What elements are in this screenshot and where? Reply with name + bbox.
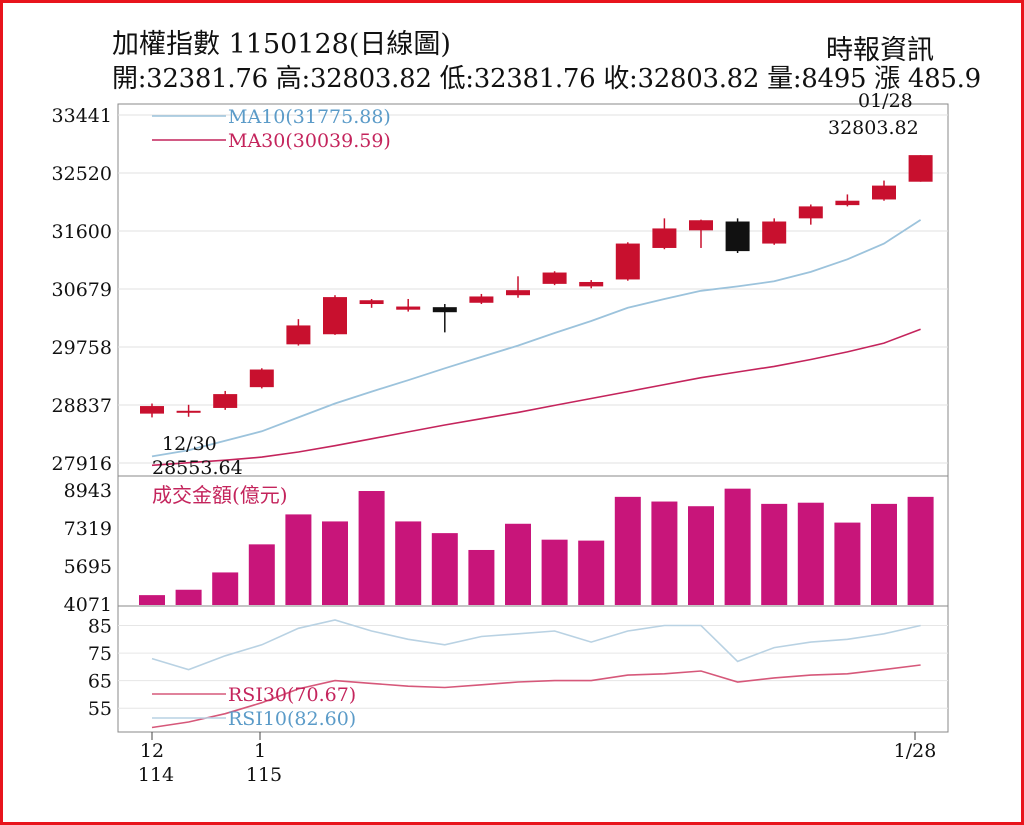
high-date-annotation: 01/28 xyxy=(858,90,913,112)
candle-body xyxy=(176,410,201,413)
volume-bar xyxy=(431,533,458,605)
volume-bar xyxy=(358,491,385,605)
price-tick-label: 30679 xyxy=(52,279,112,301)
candle-body xyxy=(762,221,787,244)
candle-body xyxy=(432,307,457,313)
volume-bar xyxy=(724,488,751,605)
volume-tick-label: 7319 xyxy=(64,518,112,540)
candle-body xyxy=(359,300,384,305)
candle-body xyxy=(323,297,347,335)
candle-body xyxy=(579,281,604,287)
volume-bar xyxy=(578,540,605,605)
candle-body xyxy=(835,200,860,206)
price-pane-border xyxy=(117,103,949,477)
candle-body xyxy=(506,290,530,296)
ma30-legend-label: MA30(30039.59) xyxy=(228,130,391,152)
candle-body xyxy=(286,325,311,345)
rsi-tick-label: 75 xyxy=(88,643,112,665)
candle-body xyxy=(542,272,567,284)
rsi-pane-border xyxy=(117,605,949,733)
x-tick-month-label: 1/28 xyxy=(894,740,937,762)
rsi-tick-label: 85 xyxy=(88,616,112,638)
candle-body xyxy=(140,406,164,414)
volume-bar xyxy=(395,521,422,605)
candle-body xyxy=(725,221,750,252)
high-value-annotation: 32803.82 xyxy=(828,117,919,139)
ma10-line xyxy=(151,219,922,458)
price-tick-label: 33441 xyxy=(52,105,112,127)
rsi30-legend-label: RSI30(70.67) xyxy=(228,684,356,706)
volume-bar xyxy=(248,544,275,605)
chart-title: 加權指數 1150128(日線圖) xyxy=(112,29,451,60)
candle-body xyxy=(213,394,238,408)
rsi10-legend-label: RSI10(82.60) xyxy=(228,708,356,730)
volume-bar xyxy=(614,496,641,605)
price-tick-label: 28837 xyxy=(52,395,112,417)
price-tick-label: 32520 xyxy=(52,163,112,185)
low-date-annotation: 12/30 xyxy=(162,433,217,455)
rsi10-line xyxy=(151,619,921,671)
volume-bar xyxy=(761,503,788,605)
volume-tick-label: 4071 xyxy=(64,594,112,616)
volume-bar xyxy=(212,572,239,605)
volume-bar xyxy=(871,503,897,605)
candle-body xyxy=(689,220,713,231)
candle-body xyxy=(652,228,677,248)
low-value-annotation: 28553.64 xyxy=(152,457,243,479)
volume-bar xyxy=(322,521,348,605)
volume-legend-label: 成交金額(億元) xyxy=(152,483,288,507)
volume-bar xyxy=(541,539,568,605)
volume-bar xyxy=(505,523,531,605)
volume-bar xyxy=(688,506,714,605)
x-tick-year-label: 114 xyxy=(138,764,174,786)
candle-body xyxy=(798,206,823,219)
volume-bar xyxy=(797,502,824,605)
price-tick-label: 29758 xyxy=(52,337,112,359)
candle-body xyxy=(908,155,933,182)
volume-bar xyxy=(175,589,202,605)
ma30-line xyxy=(151,328,921,467)
ma10-legend-label: MA10(31775.88) xyxy=(228,106,391,128)
volume-bar xyxy=(651,501,678,605)
rsi-tick-label: 65 xyxy=(88,671,112,693)
volume-bar xyxy=(468,549,495,605)
volume-tick-label: 5695 xyxy=(64,556,112,578)
price-tick-label: 31600 xyxy=(52,221,112,243)
volume-bar xyxy=(834,522,861,605)
x-tick-month-label: 12 xyxy=(140,740,164,762)
source-label: 時報資訊 xyxy=(826,35,934,66)
candle-body xyxy=(615,243,640,280)
candle-body xyxy=(249,369,274,388)
volume-tick-label: 8943 xyxy=(64,480,112,502)
ohlc-summary: 開:32381.76 高:32803.82 低:32381.76 收:32803… xyxy=(112,64,981,94)
volume-bar xyxy=(139,595,165,605)
x-tick-year-label: 115 xyxy=(246,764,282,786)
candle-body xyxy=(396,306,421,310)
candle-body xyxy=(872,185,896,200)
volume-bar xyxy=(907,496,934,605)
volume-bar xyxy=(285,514,312,605)
rsi30-line xyxy=(151,664,921,729)
price-tick-label: 27916 xyxy=(52,453,112,475)
x-tick-month-label: 1 xyxy=(254,740,266,762)
candle-body xyxy=(469,296,494,303)
rsi-tick-label: 55 xyxy=(88,698,112,720)
